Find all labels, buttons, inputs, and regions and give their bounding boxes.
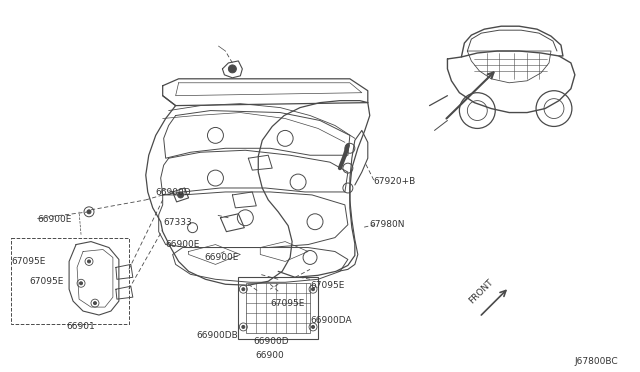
- Circle shape: [312, 288, 314, 291]
- Text: 67920+B: 67920+B: [374, 177, 416, 186]
- Circle shape: [312, 326, 314, 328]
- Circle shape: [93, 302, 97, 305]
- Text: 67095E: 67095E: [29, 277, 63, 286]
- Bar: [12, 238, 129, 324]
- Circle shape: [88, 260, 90, 263]
- Text: 67980N: 67980N: [370, 220, 405, 229]
- Text: 66900: 66900: [255, 351, 284, 360]
- Circle shape: [178, 192, 184, 198]
- Text: 66900D: 66900D: [253, 337, 289, 346]
- Text: J67800BC: J67800BC: [575, 357, 618, 366]
- Text: 66900E: 66900E: [166, 240, 200, 248]
- Text: 67095E: 67095E: [12, 257, 45, 266]
- Text: 67095E: 67095E: [270, 299, 305, 308]
- Text: 66900DA: 66900DA: [310, 316, 351, 325]
- Text: 66900D: 66900D: [156, 188, 191, 197]
- Circle shape: [242, 326, 245, 328]
- Text: 66900E: 66900E: [37, 215, 72, 224]
- Text: 67333: 67333: [164, 218, 193, 227]
- Circle shape: [228, 65, 236, 73]
- Text: 66900E: 66900E: [205, 253, 239, 263]
- Text: FRONT: FRONT: [467, 278, 495, 305]
- Text: 66900DB: 66900DB: [196, 331, 238, 340]
- Bar: [238, 277, 318, 339]
- Circle shape: [79, 282, 83, 285]
- Bar: [246, 283, 310, 333]
- Circle shape: [242, 288, 245, 291]
- Text: 67095E: 67095E: [310, 281, 344, 290]
- Circle shape: [87, 210, 91, 214]
- Text: 66901: 66901: [66, 322, 95, 331]
